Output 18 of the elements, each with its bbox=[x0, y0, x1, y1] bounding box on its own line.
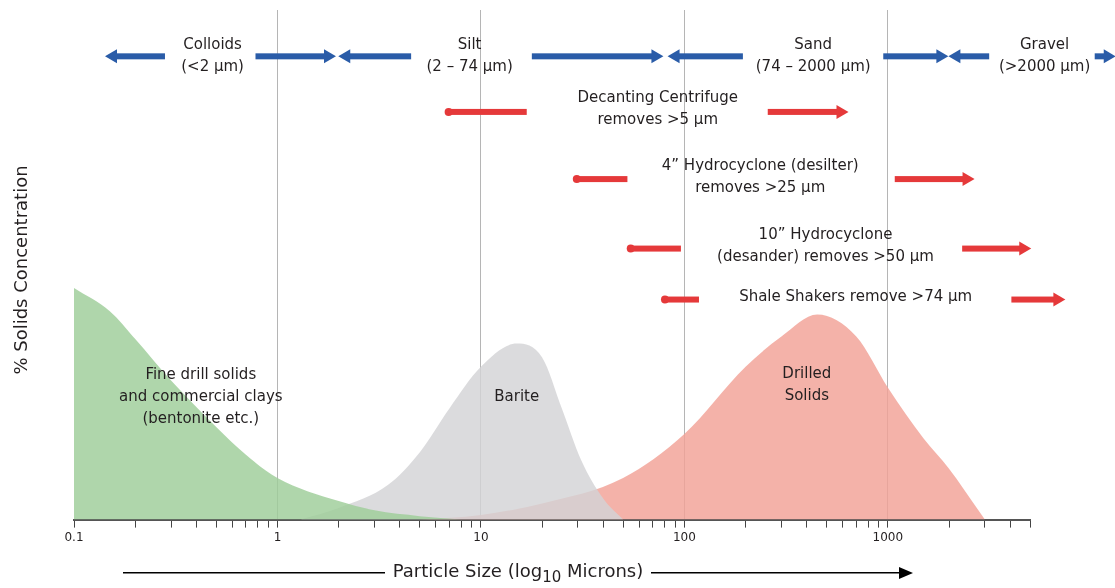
text: 10” Hydrocyclone (desander) removes >50 µm bbox=[717, 225, 934, 266]
x-tick-label: 1000 bbox=[872, 529, 904, 544]
annotation: Drilled Solids bbox=[782, 364, 832, 405]
x-axis-title: Particle Size (log$_{10}$ Microns) bbox=[391, 560, 645, 586]
x-tick-label: 0.1 bbox=[64, 529, 84, 544]
annotation: Fine drill solids and commercial clays (bentonite etc.) bbox=[119, 364, 283, 427]
text: Silt (2 – 74 µm) bbox=[426, 35, 513, 76]
x-tick-label: 100 bbox=[672, 529, 696, 544]
x-tick-label: 1 bbox=[273, 529, 282, 544]
text: Sand (74 – 2000 µm) bbox=[755, 35, 871, 76]
y-axis-title: % Solids Concentration bbox=[9, 165, 31, 375]
x-tick-label: 10 bbox=[473, 529, 489, 544]
text: Decanting Centrifuge removes >5 µm bbox=[577, 88, 739, 129]
text: Colloids (<2 µm) bbox=[181, 35, 244, 76]
text: Gravel (>2000 µm) bbox=[998, 35, 1091, 76]
annotation: Barite bbox=[494, 386, 540, 405]
annotation: Shale Shakers remove >74 µm bbox=[739, 287, 973, 306]
text: 4” Hydrocyclone (desilter) removes >25 µm bbox=[661, 155, 859, 196]
